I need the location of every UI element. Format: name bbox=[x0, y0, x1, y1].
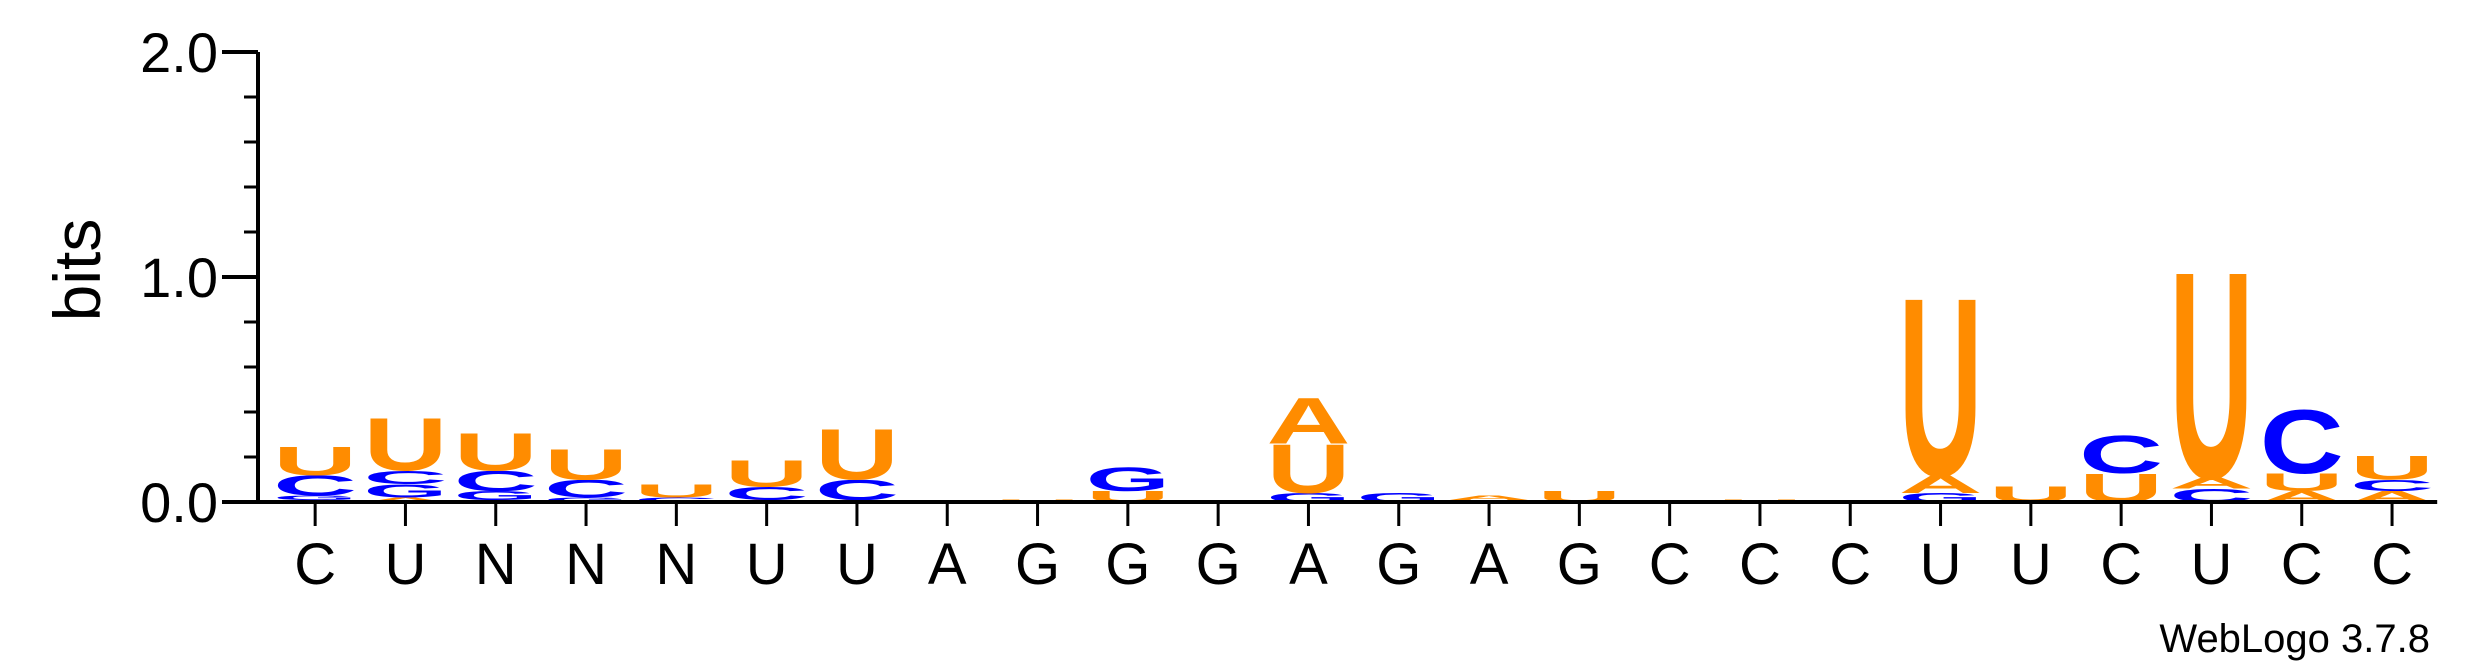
glyph-U: U bbox=[454, 422, 538, 482]
glyph-U: U bbox=[1266, 431, 1350, 508]
glyph-A: A bbox=[2169, 474, 2253, 492]
logo-stack-23: AUC bbox=[2260, 391, 2344, 506]
logo-stack-10: UG bbox=[1086, 459, 1170, 505]
x-tick-label: U bbox=[746, 532, 788, 597]
x-tick-label: C bbox=[1649, 532, 1691, 597]
x-tick-label: G bbox=[1105, 532, 1150, 597]
x-tick-label: G bbox=[1557, 532, 1602, 597]
x-tick-label: C bbox=[1829, 532, 1871, 597]
glyph-G: G bbox=[544, 496, 628, 503]
x-tick-label: C bbox=[294, 532, 336, 597]
x-tick-label: G bbox=[1015, 532, 1060, 597]
x-tick-label: N bbox=[655, 532, 697, 597]
x-tick-label: C bbox=[1739, 532, 1781, 597]
x-tick-label: N bbox=[475, 532, 517, 597]
glyph-U: U bbox=[2350, 448, 2434, 487]
x-tick-label: A bbox=[1470, 532, 1509, 597]
x-tick-label: C bbox=[2371, 532, 2413, 597]
logo-stack-5: CU bbox=[634, 481, 718, 504]
glyph-G: G bbox=[363, 481, 447, 502]
glyph-G: G bbox=[273, 494, 357, 501]
y-tick-label: 2.0 bbox=[140, 21, 218, 84]
x-tick-label: A bbox=[928, 532, 967, 597]
weblogo-watermark: WebLogo 3.7.8 bbox=[2159, 617, 2430, 661]
y-tick-label: 1.0 bbox=[140, 246, 218, 309]
x-tick-label: U bbox=[836, 532, 878, 597]
logo-stack-6: ACU bbox=[725, 453, 809, 504]
glyph-C: C bbox=[2079, 424, 2163, 484]
glyph-U: U bbox=[363, 402, 447, 486]
logo-stack-24: ACU bbox=[2350, 448, 2434, 505]
glyph-U: U bbox=[725, 453, 809, 495]
x-tick-label: U bbox=[2010, 532, 2052, 597]
glyph-C: C bbox=[544, 475, 628, 503]
glyph-U: U bbox=[634, 481, 718, 502]
glyph-G: G bbox=[454, 488, 538, 502]
logo-stack-12: GUA bbox=[1266, 384, 1350, 509]
x-tick-label: C bbox=[2281, 532, 2323, 597]
glyph-G: G bbox=[1086, 459, 1170, 498]
x-tick-label: A bbox=[1289, 532, 1328, 597]
glyph-A: A bbox=[1266, 384, 1350, 458]
glyph-U: U bbox=[2260, 468, 2344, 496]
glyph-A: A bbox=[1899, 471, 1983, 499]
glyph-A: A bbox=[1447, 494, 1531, 501]
x-tick-label: U bbox=[1920, 532, 1962, 597]
glyph-U: U bbox=[544, 440, 628, 489]
logo-glyph-stacks: AGCUAGCUAGCUGCUCUACUACUUUGGUAGUAUUGAUUUC… bbox=[273, 209, 2434, 540]
logo-stack-7: ACU bbox=[815, 415, 899, 506]
logo-stack-22: CAU bbox=[2169, 209, 2253, 540]
axes: 0.01.02.0C U N N N U U A G G G A G A G C C C U U C U C C bbox=[140, 21, 2438, 597]
glyph-C: C bbox=[634, 496, 718, 503]
glyph-U: U bbox=[2169, 209, 2253, 540]
glyph-C: C bbox=[2350, 477, 2434, 495]
glyph-C: C bbox=[273, 469, 357, 501]
glyph-U: U bbox=[1899, 245, 1983, 529]
x-tick-label: G bbox=[1196, 532, 1241, 597]
x-tick-label: C bbox=[2100, 532, 2142, 597]
y-axis-label: bits bbox=[40, 219, 114, 322]
x-tick-label: U bbox=[2191, 532, 2233, 597]
glyph-A: A bbox=[363, 496, 447, 503]
glyph-C: C bbox=[363, 467, 447, 488]
x-tick-label: N bbox=[565, 532, 607, 597]
glyph-C: C bbox=[2260, 391, 2344, 493]
logo-stack-21: UC bbox=[2079, 424, 2163, 511]
glyph-U: U bbox=[273, 439, 357, 484]
glyph-C: C bbox=[454, 465, 538, 497]
logo-stack-4: GCU bbox=[544, 440, 628, 503]
glyph-U: U bbox=[815, 415, 899, 495]
x-tick-label: G bbox=[1376, 532, 1421, 597]
y-tick-label: 0.0 bbox=[140, 471, 218, 534]
glyph-C: C bbox=[725, 483, 809, 504]
logo-stack-19: GAU bbox=[1899, 245, 1983, 529]
x-tick-label: U bbox=[385, 532, 427, 597]
